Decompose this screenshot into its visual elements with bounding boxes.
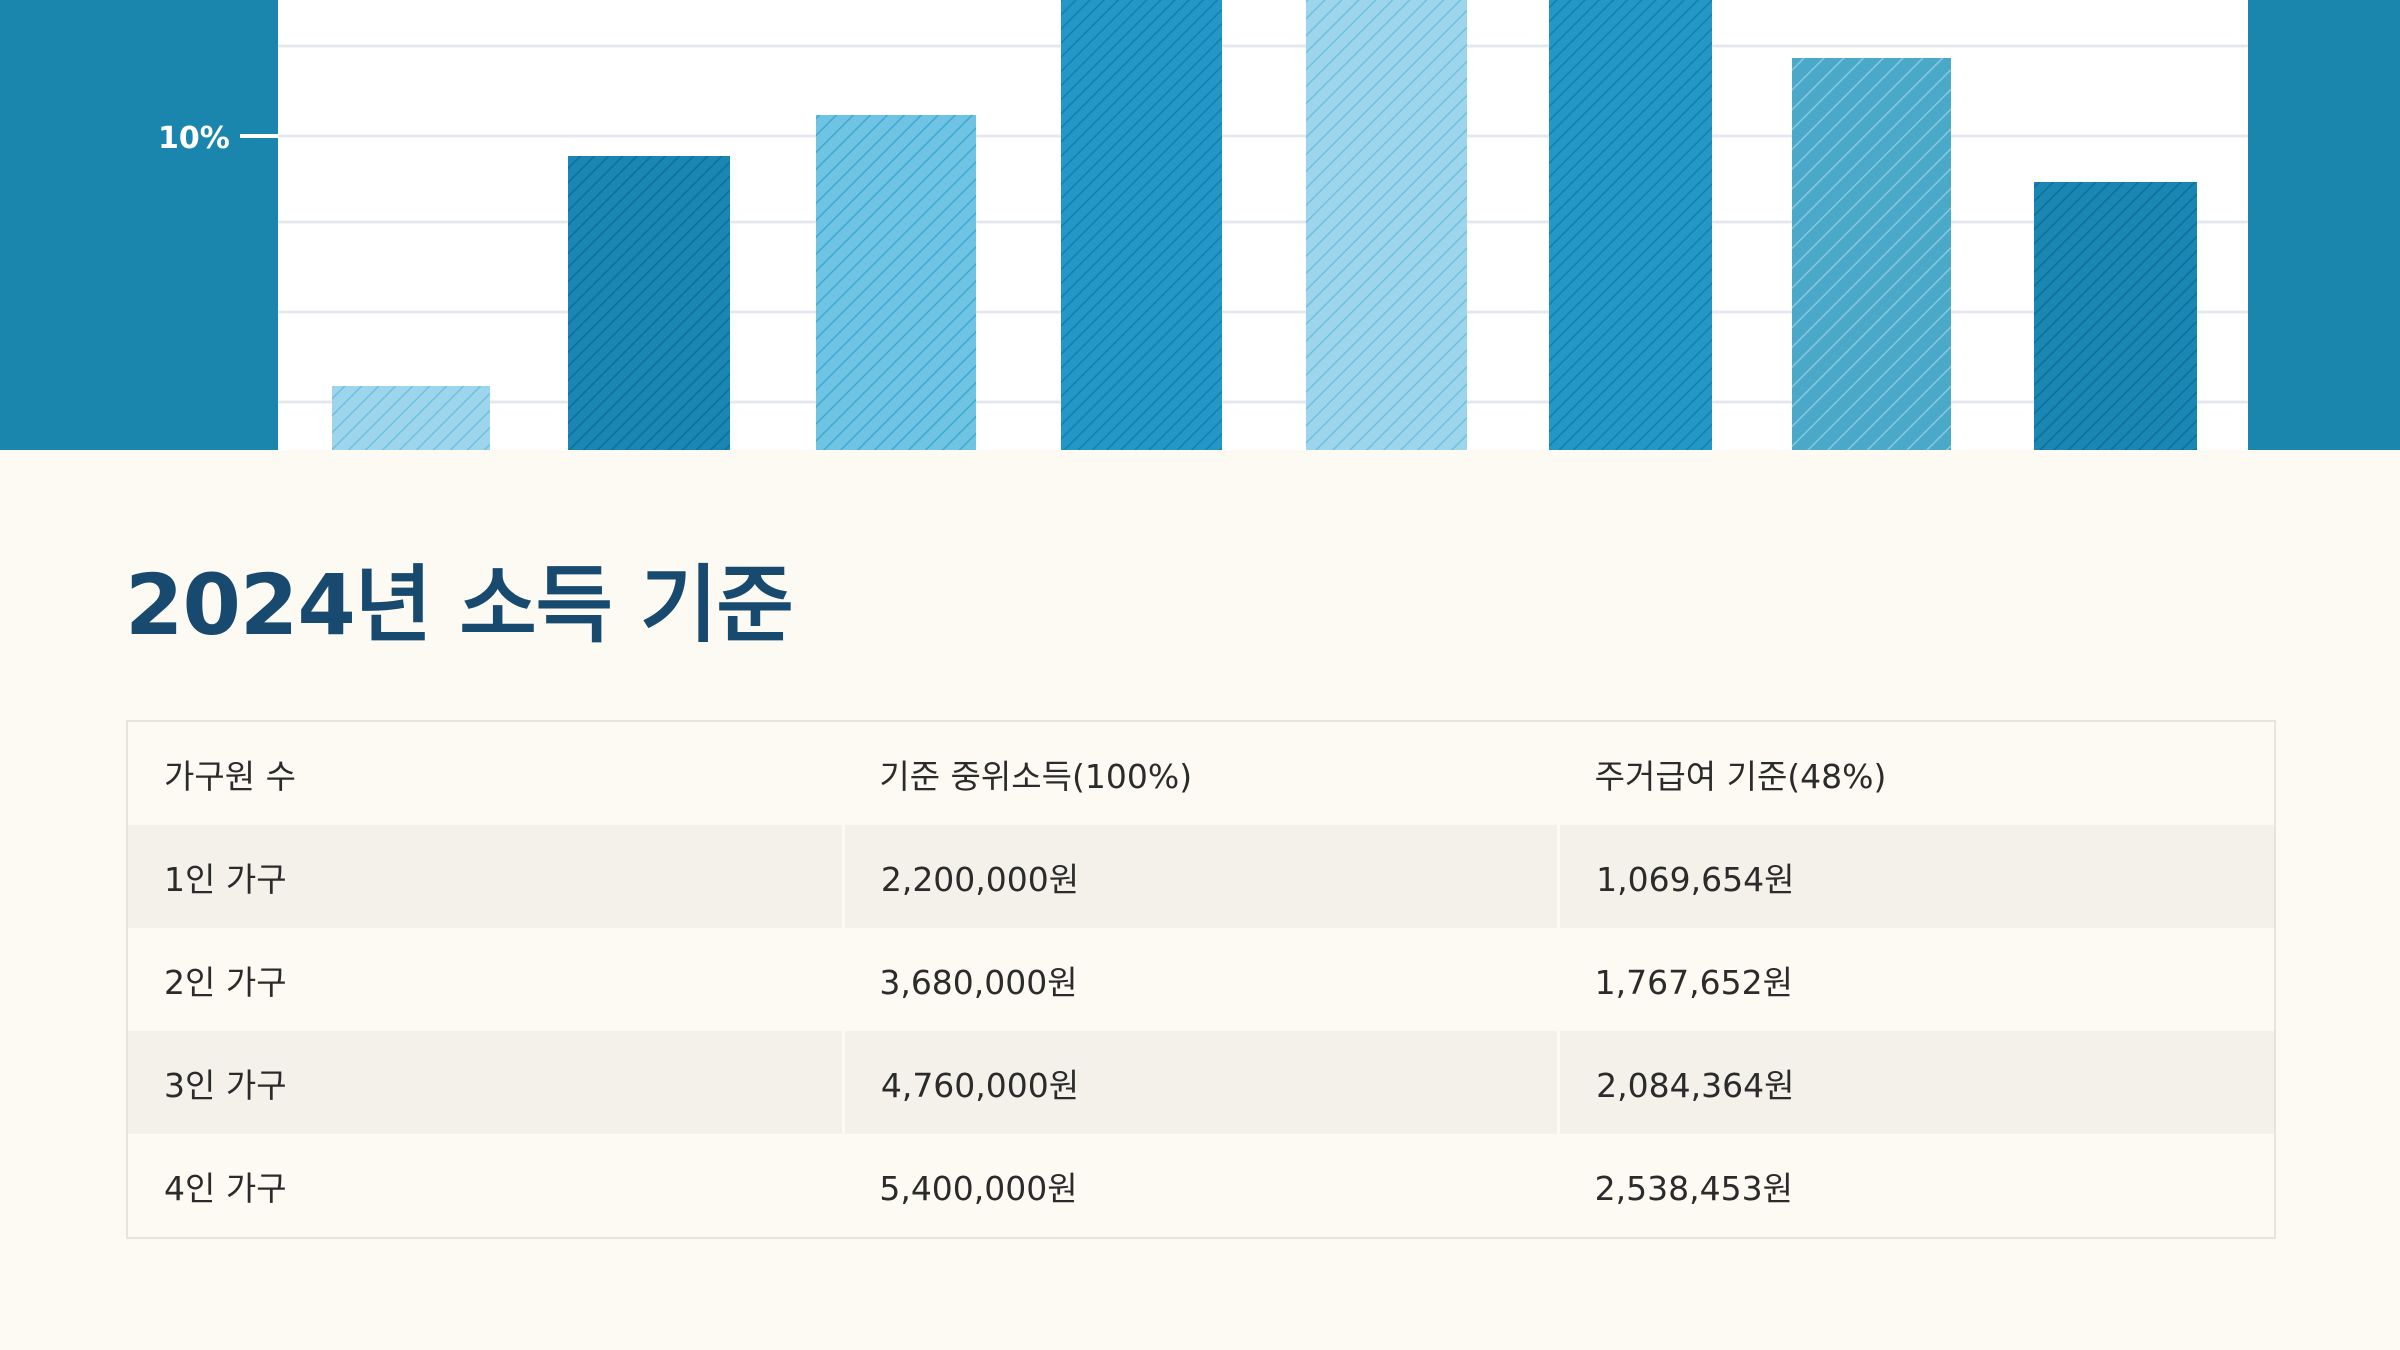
- cell-household-size: 3인 가구: [128, 1031, 844, 1134]
- table-row: 1인 가구 2,200,000원 1,069,654원: [128, 825, 2274, 928]
- cell-household-size: 2인 가구: [164, 962, 287, 1002]
- cell-housing-benefit: 1,069,654원: [1557, 825, 2274, 928]
- income-table: 가구원 수 기준 중위소득(100%) 주거급여 기준(48%) 1인 가구 2…: [128, 722, 2274, 1237]
- table-row: 3인 가구 4,760,000원 2,084,364원: [128, 1031, 2274, 1134]
- header-median-income: 기준 중위소득(100%): [879, 756, 1193, 796]
- bar-5: [1306, 0, 1467, 450]
- hero-chart-image: 10%: [0, 0, 2400, 450]
- cell-household-size: 1인 가구: [128, 825, 844, 928]
- header-housing-benefit: 주거급여 기준(48%): [1594, 756, 1887, 796]
- bar-2: [568, 156, 730, 450]
- cell-median-income: 2,200,000원: [841, 825, 1559, 928]
- bar-chart-illustration: 10%: [0, 0, 2400, 450]
- bar-3: [816, 115, 976, 450]
- bar-1: [332, 386, 490, 450]
- table-row: 4인 가구 5,400,000원 2,538,453원: [128, 1134, 2274, 1237]
- cell-housing-benefit: 2,538,453원: [1594, 1168, 1793, 1208]
- cell-housing-benefit: 2,084,364원: [1557, 1031, 2274, 1134]
- bar-4: [1061, 0, 1222, 450]
- cell-median-income: 3,680,000원: [879, 962, 1078, 1002]
- bar-7: [1792, 58, 1951, 450]
- bar-6: [1549, 0, 1712, 450]
- table-header-row: 가구원 수 기준 중위소득(100%) 주거급여 기준(48%): [128, 722, 2274, 825]
- cell-housing-benefit: 1,767,652원: [1594, 962, 1793, 1002]
- income-table-container: 가구원 수 기준 중위소득(100%) 주거급여 기준(48%) 1인 가구 2…: [126, 720, 2276, 1239]
- cell-median-income: 5,400,000원: [879, 1168, 1078, 1208]
- table-row: 2인 가구 3,680,000원 1,767,652원: [128, 928, 2274, 1031]
- header-household-size: 가구원 수: [164, 756, 296, 796]
- cell-household-size: 4인 가구: [164, 1168, 287, 1208]
- cell-median-income: 4,760,000원: [841, 1031, 1559, 1134]
- bar-8: [2034, 182, 2197, 450]
- content-section: 2024년 소득 기준 가구원 수 기준 중위소득(100%) 주거급여 기준(…: [0, 450, 2400, 1350]
- section-title: 2024년 소득 기준: [125, 556, 794, 654]
- y-tick-label: 10%: [158, 121, 230, 156]
